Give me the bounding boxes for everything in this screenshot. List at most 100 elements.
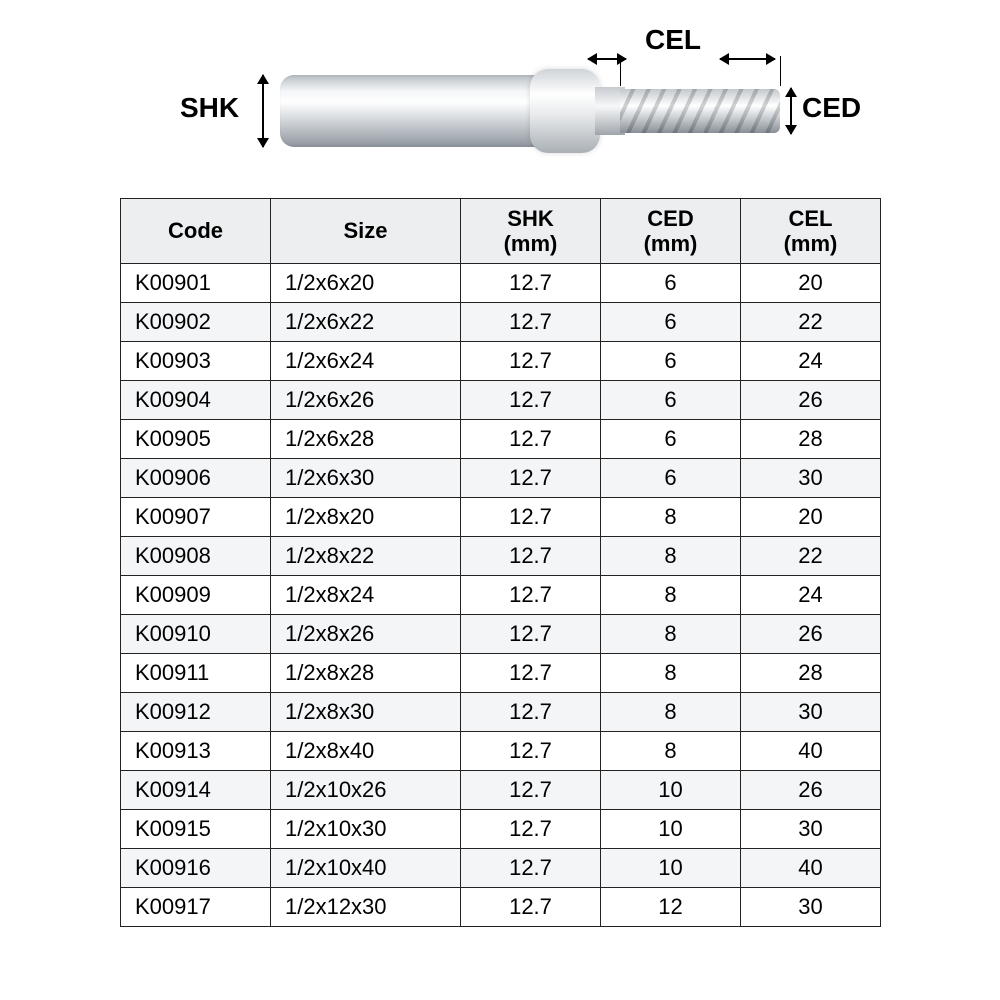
col-header-shk: SHK (mm) <box>461 199 601 264</box>
cell-ced: 6 <box>601 420 741 459</box>
cell-shk: 12.7 <box>461 459 601 498</box>
cel-dimension-arrow-right <box>720 58 775 60</box>
cell-code: K00906 <box>121 459 271 498</box>
cell-code: K00911 <box>121 654 271 693</box>
cell-shk: 12.7 <box>461 264 601 303</box>
cell-size: 1/2x8x24 <box>271 576 461 615</box>
cell-shk: 12.7 <box>461 888 601 927</box>
table-row: K009111/2x8x2812.7828 <box>121 654 881 693</box>
spec-table-head: Code Size SHK (mm) CED (mm) CEL <box>121 199 881 264</box>
cel-dimension-arrow-left <box>588 58 626 60</box>
col-header-size-l1: Size <box>271 218 460 243</box>
cell-ced: 6 <box>601 459 741 498</box>
cell-cel: 22 <box>741 537 881 576</box>
cell-size: 1/2x6x26 <box>271 381 461 420</box>
cell-code: K00916 <box>121 849 271 888</box>
cell-size: 1/2x10x26 <box>271 771 461 810</box>
bit-collar <box>530 69 600 153</box>
cell-cel: 30 <box>741 810 881 849</box>
cell-shk: 12.7 <box>461 342 601 381</box>
col-header-cel-l1: CEL <box>741 206 880 231</box>
cell-ced: 8 <box>601 693 741 732</box>
cell-code: K00913 <box>121 732 271 771</box>
cell-size: 1/2x6x24 <box>271 342 461 381</box>
table-row: K009031/2x6x2412.7624 <box>121 342 881 381</box>
cell-ced: 10 <box>601 771 741 810</box>
cell-cel: 30 <box>741 888 881 927</box>
table-row: K009121/2x8x3012.7830 <box>121 693 881 732</box>
col-header-ced: CED (mm) <box>601 199 741 264</box>
cell-ced: 8 <box>601 654 741 693</box>
cell-size: 1/2x6x30 <box>271 459 461 498</box>
cell-shk: 12.7 <box>461 732 601 771</box>
cell-shk: 12.7 <box>461 771 601 810</box>
cell-ced: 6 <box>601 303 741 342</box>
cell-cel: 26 <box>741 615 881 654</box>
cell-code: K00912 <box>121 693 271 732</box>
col-header-cel-l2: (mm) <box>741 231 880 256</box>
spec-table-container: Code Size SHK (mm) CED (mm) CEL <box>120 198 880 927</box>
cell-shk: 12.7 <box>461 810 601 849</box>
table-row: K009141/2x10x2612.71026 <box>121 771 881 810</box>
cell-code: K00905 <box>121 420 271 459</box>
cell-cel: 24 <box>741 342 881 381</box>
cell-ced: 6 <box>601 342 741 381</box>
bit-diagram: SHK CED CEL <box>0 20 1000 180</box>
cell-cel: 30 <box>741 693 881 732</box>
cell-cel: 40 <box>741 849 881 888</box>
cell-size: 1/2x6x28 <box>271 420 461 459</box>
cell-shk: 12.7 <box>461 615 601 654</box>
cell-shk: 12.7 <box>461 381 601 420</box>
cell-shk: 12.7 <box>461 537 601 576</box>
table-row: K009151/2x10x3012.71030 <box>121 810 881 849</box>
table-row: K009051/2x6x2812.7628 <box>121 420 881 459</box>
cell-cel: 28 <box>741 654 881 693</box>
cell-code: K00915 <box>121 810 271 849</box>
page-root: SHK CED CEL Code <box>0 0 1000 1000</box>
col-header-ced-l1: CED <box>601 206 740 231</box>
spec-table-header-row: Code Size SHK (mm) CED (mm) CEL <box>121 199 881 264</box>
cell-code: K00908 <box>121 537 271 576</box>
cell-code: K00917 <box>121 888 271 927</box>
cell-cel: 24 <box>741 576 881 615</box>
shk-label: SHK <box>180 92 239 124</box>
cell-size: 1/2x10x30 <box>271 810 461 849</box>
table-row: K009171/2x12x3012.71230 <box>121 888 881 927</box>
cell-shk: 12.7 <box>461 849 601 888</box>
cell-code: K00909 <box>121 576 271 615</box>
cell-ced: 10 <box>601 849 741 888</box>
cell-shk: 12.7 <box>461 303 601 342</box>
cell-code: K00907 <box>121 498 271 537</box>
cell-shk: 12.7 <box>461 576 601 615</box>
cell-code: K00904 <box>121 381 271 420</box>
cell-size: 1/2x8x26 <box>271 615 461 654</box>
table-row: K009131/2x8x4012.7840 <box>121 732 881 771</box>
cell-cel: 30 <box>741 459 881 498</box>
cell-cel: 40 <box>741 732 881 771</box>
cell-shk: 12.7 <box>461 498 601 537</box>
table-row: K009161/2x10x4012.71040 <box>121 849 881 888</box>
col-header-code-l1: Code <box>121 218 270 243</box>
router-bit-illustration <box>280 75 780 147</box>
cell-code: K00910 <box>121 615 271 654</box>
cell-cel: 26 <box>741 381 881 420</box>
cell-cel: 20 <box>741 264 881 303</box>
cell-size: 1/2x8x22 <box>271 537 461 576</box>
col-header-ced-l2: (mm) <box>601 231 740 256</box>
cell-cel: 22 <box>741 303 881 342</box>
cell-ced: 6 <box>601 264 741 303</box>
spec-table: Code Size SHK (mm) CED (mm) CEL <box>120 198 881 927</box>
cell-ced: 8 <box>601 615 741 654</box>
cell-size: 1/2x8x40 <box>271 732 461 771</box>
table-row: K009071/2x8x2012.7820 <box>121 498 881 537</box>
cell-cel: 26 <box>741 771 881 810</box>
col-header-cel: CEL (mm) <box>741 199 881 264</box>
spec-table-body: K009011/2x6x2012.7620K009021/2x6x2212.76… <box>121 264 881 927</box>
cell-ced: 8 <box>601 537 741 576</box>
bit-shank <box>280 75 540 147</box>
bit-flute <box>620 89 780 133</box>
table-row: K009081/2x8x2212.7822 <box>121 537 881 576</box>
ced-dimension-arrow <box>790 88 792 134</box>
cell-code: K00903 <box>121 342 271 381</box>
table-row: K009091/2x8x2412.7824 <box>121 576 881 615</box>
